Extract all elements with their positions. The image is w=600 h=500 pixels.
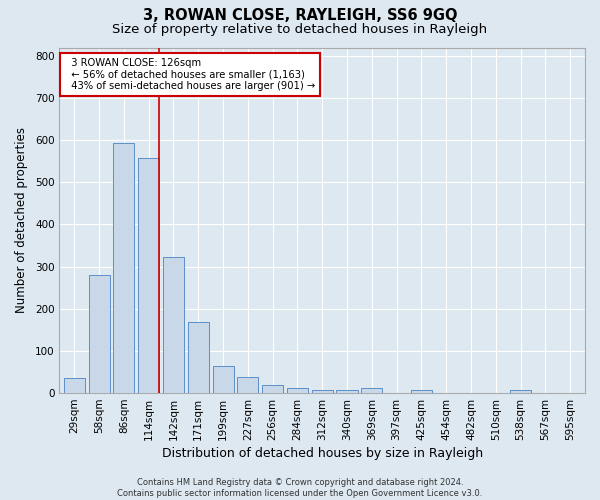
Text: 3 ROWAN CLOSE: 126sqm
  ← 56% of detached houses are smaller (1,163)
  43% of se: 3 ROWAN CLOSE: 126sqm ← 56% of detached …	[65, 58, 315, 91]
Bar	[113, 143, 134, 393]
Bar	[287, 388, 308, 393]
Bar	[311, 390, 333, 393]
Bar	[163, 258, 184, 393]
Bar	[411, 390, 432, 393]
Bar	[138, 158, 159, 393]
Bar	[337, 390, 358, 393]
X-axis label: Distribution of detached houses by size in Rayleigh: Distribution of detached houses by size …	[161, 447, 483, 460]
Y-axis label: Number of detached properties: Number of detached properties	[15, 128, 28, 314]
Text: Size of property relative to detached houses in Rayleigh: Size of property relative to detached ho…	[112, 22, 488, 36]
Bar	[89, 275, 110, 393]
Bar	[212, 366, 233, 393]
Bar	[510, 390, 531, 393]
Text: 3, ROWAN CLOSE, RAYLEIGH, SS6 9GQ: 3, ROWAN CLOSE, RAYLEIGH, SS6 9GQ	[143, 8, 457, 22]
Bar	[64, 378, 85, 393]
Bar	[238, 378, 259, 393]
Bar	[262, 384, 283, 393]
Text: Contains HM Land Registry data © Crown copyright and database right 2024.
Contai: Contains HM Land Registry data © Crown c…	[118, 478, 482, 498]
Bar	[188, 322, 209, 393]
Bar	[361, 388, 382, 393]
